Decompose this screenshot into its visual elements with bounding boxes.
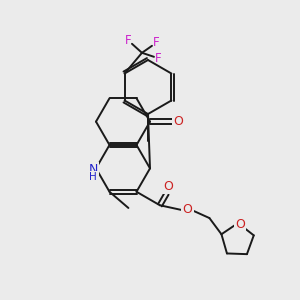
Text: F: F bbox=[153, 36, 159, 49]
Text: F: F bbox=[125, 34, 131, 47]
Text: O: O bbox=[174, 115, 184, 128]
Text: F: F bbox=[155, 52, 161, 65]
Text: O: O bbox=[182, 203, 192, 217]
Text: O: O bbox=[164, 180, 174, 193]
Text: O: O bbox=[235, 218, 245, 231]
Text: H: H bbox=[89, 172, 97, 182]
Text: N: N bbox=[88, 163, 98, 176]
